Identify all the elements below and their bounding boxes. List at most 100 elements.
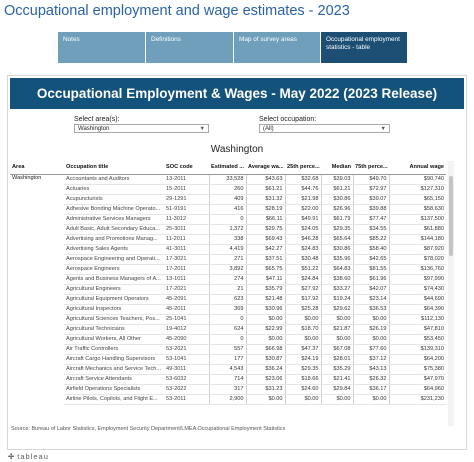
- soc-code-cell: 13-2011: [164, 174, 209, 185]
- source-note: Source: Bureau of Labor Statistics, Empl…: [11, 426, 451, 438]
- table-row[interactable]: Aerospace Engineers 17-2011 3,892 $65.75 $51…: [10, 264, 446, 275]
- median-cell: $39.03: [320, 174, 353, 185]
- soc-code-cell: 53-2022: [164, 384, 209, 395]
- occupation-cell: Actuaries: [64, 184, 164, 195]
- p25-cell: $24.83: [284, 244, 321, 255]
- table-row[interactable]: Aircraft Service Attendants 53-6032 714 $23…: [10, 374, 446, 385]
- median-cell: $29.84: [320, 384, 353, 395]
- soc-code-cell: 17-2021: [164, 284, 209, 295]
- tableau-logo[interactable]: ✢ tableau: [8, 452, 49, 461]
- occupation-cell: Aerospace Engineers: [64, 264, 164, 275]
- table-row[interactable]: Advertising Sales Agents 41-3011 4,419 $42.…: [10, 244, 446, 255]
- col-header-annual-wage[interactable]: Annual wage: [389, 161, 446, 175]
- median-cell: $38.60: [320, 274, 353, 285]
- p75-cell: $72.97: [352, 184, 389, 195]
- estimated-cell: 271: [208, 254, 246, 265]
- table-row[interactable]: Acupuncturists 29-1291 409 $31.32 $21.98 $30.…: [10, 194, 446, 205]
- median-cell: $33.27: [320, 284, 353, 295]
- table-row[interactable]: Agricultural Equipment Operators 45-2091 6…: [10, 294, 446, 305]
- occupation-cell: Aircraft Mechanics and Service Tech...: [64, 364, 164, 375]
- table-row[interactable]: Adult Basic, Adult Secondary Educa... 25-…: [10, 224, 446, 235]
- annual-wage-cell: $87,920: [388, 244, 446, 255]
- tab-definitions[interactable]: Definitions: [146, 32, 234, 63]
- average-wage-cell: $31.32: [245, 194, 285, 205]
- annual-wage-cell: $58,630: [388, 204, 446, 215]
- col-header-area[interactable]: Area: [10, 161, 64, 175]
- tab-notes[interactable]: Notes: [58, 32, 146, 63]
- page-title: Occupational employment and wage estimat…: [4, 3, 350, 19]
- p25-cell: $18.66: [284, 374, 321, 385]
- table-scrollbar[interactable]: [448, 161, 454, 426]
- soc-code-cell: 19-4012: [164, 324, 209, 335]
- table-row[interactable]: Agricultural Inspectors 45-2011 369 $30.96 $…: [10, 304, 446, 315]
- median-cell: $30.86: [320, 244, 353, 255]
- table-row[interactable]: Agricultural Engineers 17-2021 21 $35.79 $27…: [10, 284, 446, 295]
- state-heading: Washington: [210, 144, 264, 155]
- soc-code-cell: 49-3011: [164, 364, 209, 375]
- soc-code-cell: 13-1011: [164, 274, 209, 285]
- p25-cell: $0.00: [284, 314, 321, 325]
- occupation-cell: Aerospace Engineering and Operati...: [64, 254, 164, 265]
- estimated-cell: 0: [208, 314, 246, 325]
- col-header-average-wage[interactable]: Average wa...: [246, 161, 285, 175]
- soc-code-cell: 41-3011: [164, 244, 209, 255]
- occupation-cell: Aircraft Cargo Handling Supervisors: [64, 354, 164, 365]
- p75-cell: $0.00: [352, 334, 389, 345]
- table-row[interactable]: Adhesive Bonding Machine Operato... 51-91…: [10, 204, 446, 215]
- col-header-median[interactable]: Median: [321, 161, 353, 175]
- p25-cell: $0.00: [284, 334, 321, 345]
- p75-cell: $42.07: [352, 284, 389, 295]
- tab-map-of-survey-areas[interactable]: Map of survey areas: [234, 32, 321, 63]
- estimated-cell: 4,419: [208, 244, 246, 255]
- area-filter-label: Select area(s):: [74, 116, 120, 123]
- p25-cell: $18.70: [284, 324, 321, 335]
- col-header-estimated[interactable]: Estimated ...: [209, 161, 246, 175]
- table-row[interactable]: Aircraft Cargo Handling Supervisors 53-10…: [10, 354, 446, 365]
- table-row[interactable]: Airfield Operations Specialists 53-2022 31…: [10, 384, 446, 395]
- p75-cell: $77.60: [352, 344, 389, 355]
- median-cell: $19.24: [320, 294, 353, 305]
- p75-cell: $77.47: [352, 214, 389, 225]
- soc-code-cell: 53-2011: [164, 394, 209, 405]
- table-scrollbar-thumb[interactable]: [449, 176, 453, 256]
- table-row[interactable]: Aircraft Mechanics and Service Tech... 49…: [10, 364, 446, 375]
- table-row[interactable]: Agricultural Sciences Teachers, Pos... 25…: [10, 314, 446, 325]
- p25-cell: $24.19: [284, 354, 321, 365]
- table-body: Washington Accountants and Auditors 13-201…: [10, 174, 446, 405]
- table-row[interactable]: Actuaries 15-2011 260 $61.21 $44.76 $61.21 $72…: [10, 184, 446, 195]
- table-row[interactable]: Administrative Services Managers 11-3012 0…: [10, 214, 446, 225]
- table-row[interactable]: Washington Accountants and Auditors 13-201…: [10, 174, 446, 185]
- col-header-occupation[interactable]: Occupation title: [64, 161, 164, 175]
- col-header-75th[interactable]: 75th perce...: [353, 161, 389, 175]
- average-wage-cell: $65.75: [245, 264, 285, 275]
- median-cell: $29.35: [320, 224, 353, 235]
- col-header-25th[interactable]: 25th perce...: [285, 161, 321, 175]
- soc-code-cell: 45-2011: [164, 304, 209, 315]
- table-row[interactable]: Agents and Business Managers of A... 13-1…: [10, 274, 446, 285]
- table-row[interactable]: Aerospace Engineering and Operati... 17-3…: [10, 254, 446, 265]
- area-select-value: Washington: [78, 125, 110, 132]
- table-row[interactable]: Airline Pilots, Copilots, and Flight E..…: [10, 394, 446, 405]
- area-select[interactable]: Washington ▼: [74, 124, 209, 133]
- estimated-cell: 0: [208, 214, 246, 225]
- annual-wage-cell: $136,760: [388, 264, 446, 275]
- p75-cell: $37.12: [352, 354, 389, 365]
- p25-cell: $51.22: [284, 264, 321, 275]
- table-row[interactable]: Agricultural Technicians 19-4012 624 $22.99…: [10, 324, 446, 335]
- occupation-select[interactable]: (All) ▼: [259, 124, 390, 133]
- estimated-cell: 260: [208, 184, 246, 195]
- occupation-cell: Airfield Operations Specialists: [64, 384, 164, 395]
- median-cell: $28.01: [320, 354, 353, 365]
- p25-cell: $49.91: [284, 214, 321, 225]
- occupation-cell: Adult Basic, Adult Secondary Educa...: [64, 224, 164, 235]
- table-row[interactable]: Agricultural Workers, All Other 45-2090 0 $…: [10, 334, 446, 345]
- annual-wage-cell: $65,150: [388, 194, 446, 205]
- estimated-cell: 369: [208, 304, 246, 315]
- tab-statistics-table[interactable]: Occupational employment statistics - tab…: [321, 32, 407, 63]
- table-row[interactable]: Advertising and Promotions Manag... 11-20…: [10, 234, 446, 245]
- occupation-filter: Select occupation: (All) ▼: [259, 116, 390, 133]
- table-row[interactable]: Air Traffic Controllers 53-2021 557 $66.98 $…: [10, 344, 446, 355]
- soc-code-cell: 29-1291: [164, 194, 209, 205]
- estimated-cell: 4,543: [208, 364, 246, 375]
- col-header-soc[interactable]: SOC code: [164, 161, 209, 175]
